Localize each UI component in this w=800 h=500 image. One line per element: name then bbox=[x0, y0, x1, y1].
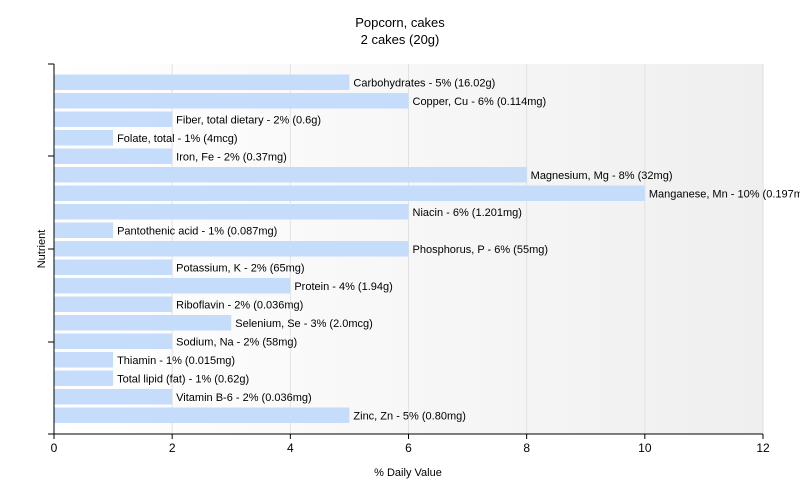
bar bbox=[54, 74, 350, 90]
bar-label: Manganese, Mn - 10% (0.197mg) bbox=[649, 188, 800, 200]
bar bbox=[54, 204, 409, 220]
bars-group: Carbohydrates - 5% (16.02g) Copper, Cu - … bbox=[54, 74, 800, 423]
bar-label: Folate, total - 1% (4mcg) bbox=[117, 133, 237, 145]
bar bbox=[54, 93, 409, 109]
bar-label: Potassium, K - 2% (65mg) bbox=[176, 262, 304, 274]
x-tick-label: 6 bbox=[405, 441, 412, 455]
y-axis-label: Nutrient bbox=[36, 230, 48, 269]
x-tick-label: 8 bbox=[523, 441, 530, 455]
bar-label: Zinc, Zn - 5% (0.80mg) bbox=[353, 410, 465, 422]
x-tick-label: 0 bbox=[51, 441, 58, 455]
bar-label: Iron, Fe - 2% (0.37mg) bbox=[176, 151, 287, 163]
bar bbox=[54, 278, 291, 294]
bar-label: Magnesium, Mg - 8% (32mg) bbox=[531, 170, 673, 182]
axes-group: 0 2 4 6 8 10 12 bbox=[48, 63, 770, 455]
bar-label: Thiamin - 1% (0.015mg) bbox=[117, 355, 235, 367]
bar bbox=[54, 185, 645, 201]
bar bbox=[54, 148, 173, 164]
bar bbox=[54, 241, 409, 257]
bar bbox=[54, 315, 232, 331]
x-tick-label: 4 bbox=[287, 441, 294, 455]
chart-title: Popcorn, cakes bbox=[355, 15, 445, 30]
bar-label: Pantothenic acid - 1% (0.087mg) bbox=[117, 225, 277, 237]
bar bbox=[54, 167, 527, 183]
bar bbox=[54, 259, 173, 275]
bar bbox=[54, 407, 350, 423]
bar bbox=[54, 222, 114, 238]
bar bbox=[54, 370, 114, 386]
x-tick-label: 10 bbox=[638, 441, 652, 455]
bar-label: Carbohydrates - 5% (16.02g) bbox=[353, 77, 495, 89]
x-tick-label: 12 bbox=[756, 441, 770, 455]
bar bbox=[54, 352, 114, 368]
bar-label: Riboflavin - 2% (0.036mg) bbox=[176, 299, 303, 311]
bar-label: Total lipid (fat) - 1% (0.62g) bbox=[117, 373, 249, 385]
bar bbox=[54, 130, 114, 146]
bar bbox=[54, 111, 173, 127]
bar-label: Sodium, Na - 2% (58mg) bbox=[176, 336, 297, 348]
x-tick-label: 2 bbox=[169, 441, 176, 455]
bar bbox=[54, 333, 173, 349]
chart-subtitle: 2 cakes (20g) bbox=[361, 32, 440, 47]
bar-label: Copper, Cu - 6% (0.114mg) bbox=[413, 96, 547, 108]
bar-label: Phosphorus, P - 6% (55mg) bbox=[413, 244, 549, 256]
bar-label: Fiber, total dietary - 2% (0.6g) bbox=[176, 114, 321, 126]
bar-label: Niacin - 6% (1.201mg) bbox=[413, 207, 522, 219]
bar bbox=[54, 296, 173, 312]
bar-label: Selenium, Se - 3% (2.0mcg) bbox=[235, 318, 373, 330]
bar-label: Protein - 4% (1.94g) bbox=[294, 281, 392, 293]
bar-label: Vitamin B-6 - 2% (0.036mg) bbox=[176, 392, 312, 404]
bar bbox=[54, 389, 173, 405]
x-axis-label: % Daily Value bbox=[374, 467, 442, 479]
